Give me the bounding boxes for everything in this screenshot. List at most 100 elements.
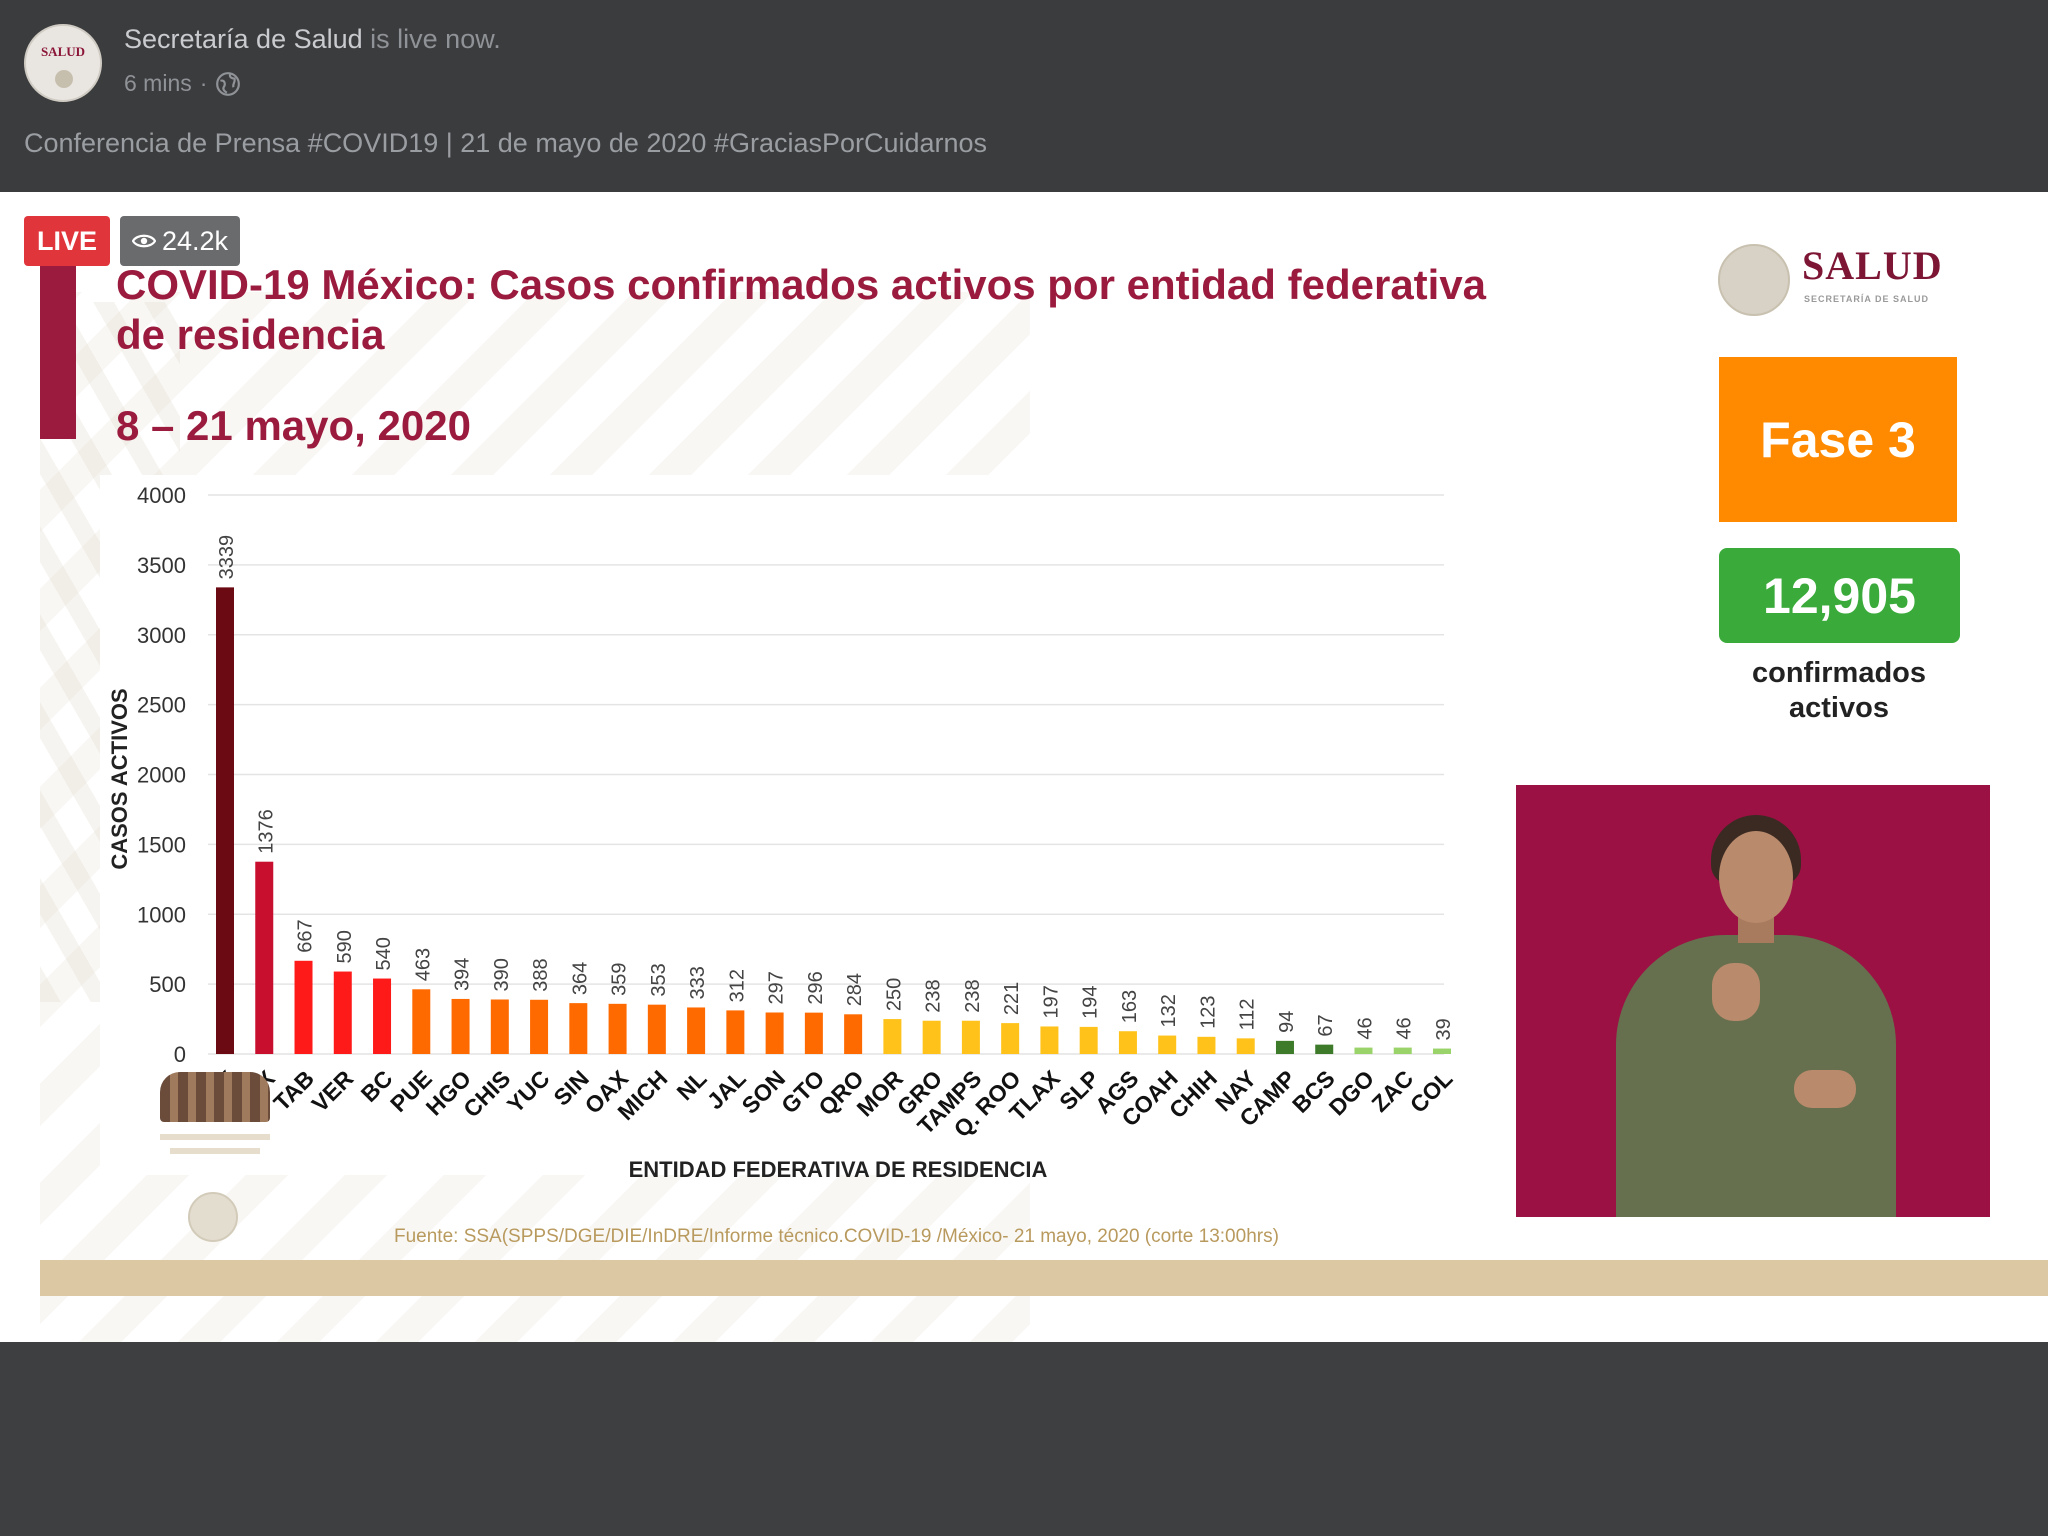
x-axis-title: ENTIDAD FEDERATIVA DE RESIDENCIA: [629, 1157, 1048, 1182]
bar: [1433, 1048, 1451, 1054]
logo-word: SALUD: [1802, 243, 1943, 288]
data-label: 667: [295, 919, 317, 952]
category-label: TAB: [268, 1065, 319, 1116]
y-tick-label: 1500: [137, 832, 186, 857]
avatar-text: SALUD: [40, 44, 86, 59]
chart-background: [100, 475, 1460, 1175]
page-avatar[interactable]: SALUD: [24, 24, 102, 102]
bar: [1197, 1036, 1216, 1054]
y-tick-label: 3000: [137, 623, 186, 648]
bar: [294, 960, 313, 1054]
data-label: 67: [1315, 1014, 1337, 1036]
bar: [1118, 1031, 1137, 1054]
bar: [765, 1012, 784, 1054]
data-label: 94: [1276, 1011, 1298, 1033]
data-label: 123: [1197, 995, 1219, 1028]
interpreter-hand-left: [1712, 963, 1760, 1021]
salud-logo: SALUD SECRETARÍA DE SALUD: [1718, 238, 1958, 318]
page-name-line: Secretaría de Salud is live now.: [124, 24, 501, 55]
bar: [844, 1014, 863, 1054]
mural-line-2: [170, 1148, 260, 1154]
post-header: SALUD Secretaría de Salud is live now. 6…: [0, 0, 2048, 192]
data-label: 132: [1158, 994, 1180, 1027]
bar: [1354, 1047, 1373, 1054]
data-label: 238: [962, 979, 984, 1012]
y-tick-label: 4000: [137, 483, 186, 508]
live-status-text: is live now.: [370, 24, 501, 54]
bar: [1393, 1047, 1412, 1054]
mural-line-1: [160, 1134, 270, 1140]
data-label: 284: [844, 973, 866, 1006]
bar: [569, 1003, 588, 1054]
data-label: 297: [766, 971, 788, 1004]
page-name-link[interactable]: Secretaría de Salud: [124, 24, 363, 54]
y-tick-label: 3500: [137, 553, 186, 578]
y-tick-label: 2000: [137, 763, 186, 788]
phase-badge: Fase 3: [1719, 357, 1957, 522]
category-label: VER: [306, 1065, 358, 1117]
footer-seal-icon: [188, 1192, 238, 1242]
y-tick-label: 2500: [137, 693, 186, 718]
y-tick-label: 1000: [137, 902, 186, 927]
bottom-band: [40, 1260, 2048, 1296]
bar: [412, 989, 431, 1054]
data-label: 46: [1354, 1017, 1376, 1039]
category-label: DGO: [1324, 1065, 1379, 1120]
bar: [961, 1020, 980, 1054]
bar: [1040, 1026, 1059, 1054]
y-axis-title: CASOS ACTIVOS: [107, 688, 132, 869]
data-label: 250: [883, 978, 905, 1011]
slide-subtitle: 8 – 21 mayo, 2020: [116, 402, 471, 449]
data-label: 3339: [216, 535, 238, 580]
bar: [1236, 1038, 1255, 1054]
slide-title: COVID-19 México: Casos confirmados activ…: [116, 261, 1487, 358]
bar: [922, 1020, 941, 1054]
data-label: 197: [1040, 985, 1062, 1018]
viewer-count-value: 24.2k: [161, 225, 229, 256]
bar: [530, 999, 549, 1054]
bar: [1079, 1026, 1098, 1054]
category-label: COL: [1405, 1065, 1458, 1118]
bar: [1315, 1044, 1334, 1054]
bar: [373, 978, 392, 1054]
category-label: ZAC: [1366, 1065, 1418, 1117]
data-label: 463: [412, 948, 434, 981]
active-count-label: confirmados activos: [1751, 657, 1927, 724]
bar: [1001, 1023, 1020, 1054]
globe-icon: [216, 71, 241, 96]
bar: [1158, 1035, 1177, 1054]
interpreter-head: [1719, 831, 1793, 923]
bar: [1275, 1040, 1294, 1054]
data-label: 1376: [255, 809, 277, 854]
category-label: SON: [737, 1065, 791, 1119]
meta-separator: ·: [199, 70, 208, 96]
seal-icon: [55, 70, 73, 88]
data-label: 364: [569, 962, 591, 995]
post-time[interactable]: 6 mins: [124, 70, 192, 96]
bar: [451, 998, 470, 1054]
y-tick-label: 0: [174, 1042, 186, 1067]
bar: [883, 1019, 902, 1054]
title-accent-bar: [40, 255, 76, 439]
bar: [608, 1003, 627, 1054]
live-video[interactable]: COVID-19 México: Casos confirmados activ…: [0, 192, 2048, 1342]
bar: [255, 861, 274, 1054]
active-count-badge: 12,905: [1719, 548, 1960, 643]
data-label: 221: [1001, 982, 1023, 1015]
coat-of-arms-icon: [1718, 244, 1790, 316]
data-label: 163: [1119, 990, 1141, 1023]
data-label: 388: [530, 958, 552, 991]
data-label: 312: [726, 969, 748, 1002]
viewer-count: 24.2k: [120, 216, 240, 266]
interpreter-hand-right: [1794, 1070, 1856, 1108]
y-tick-label: 500: [149, 972, 186, 997]
eye-icon: [131, 234, 156, 248]
live-badge: LIVE: [24, 216, 110, 266]
logo-subtitle: SECRETARÍA DE SALUD: [1804, 294, 1930, 304]
post-meta: 6 mins ·: [124, 70, 241, 97]
bar: [687, 1007, 706, 1054]
data-label: 540: [373, 937, 395, 970]
data-label: 590: [334, 930, 356, 963]
data-label: 390: [491, 958, 513, 991]
bar: [490, 999, 509, 1054]
